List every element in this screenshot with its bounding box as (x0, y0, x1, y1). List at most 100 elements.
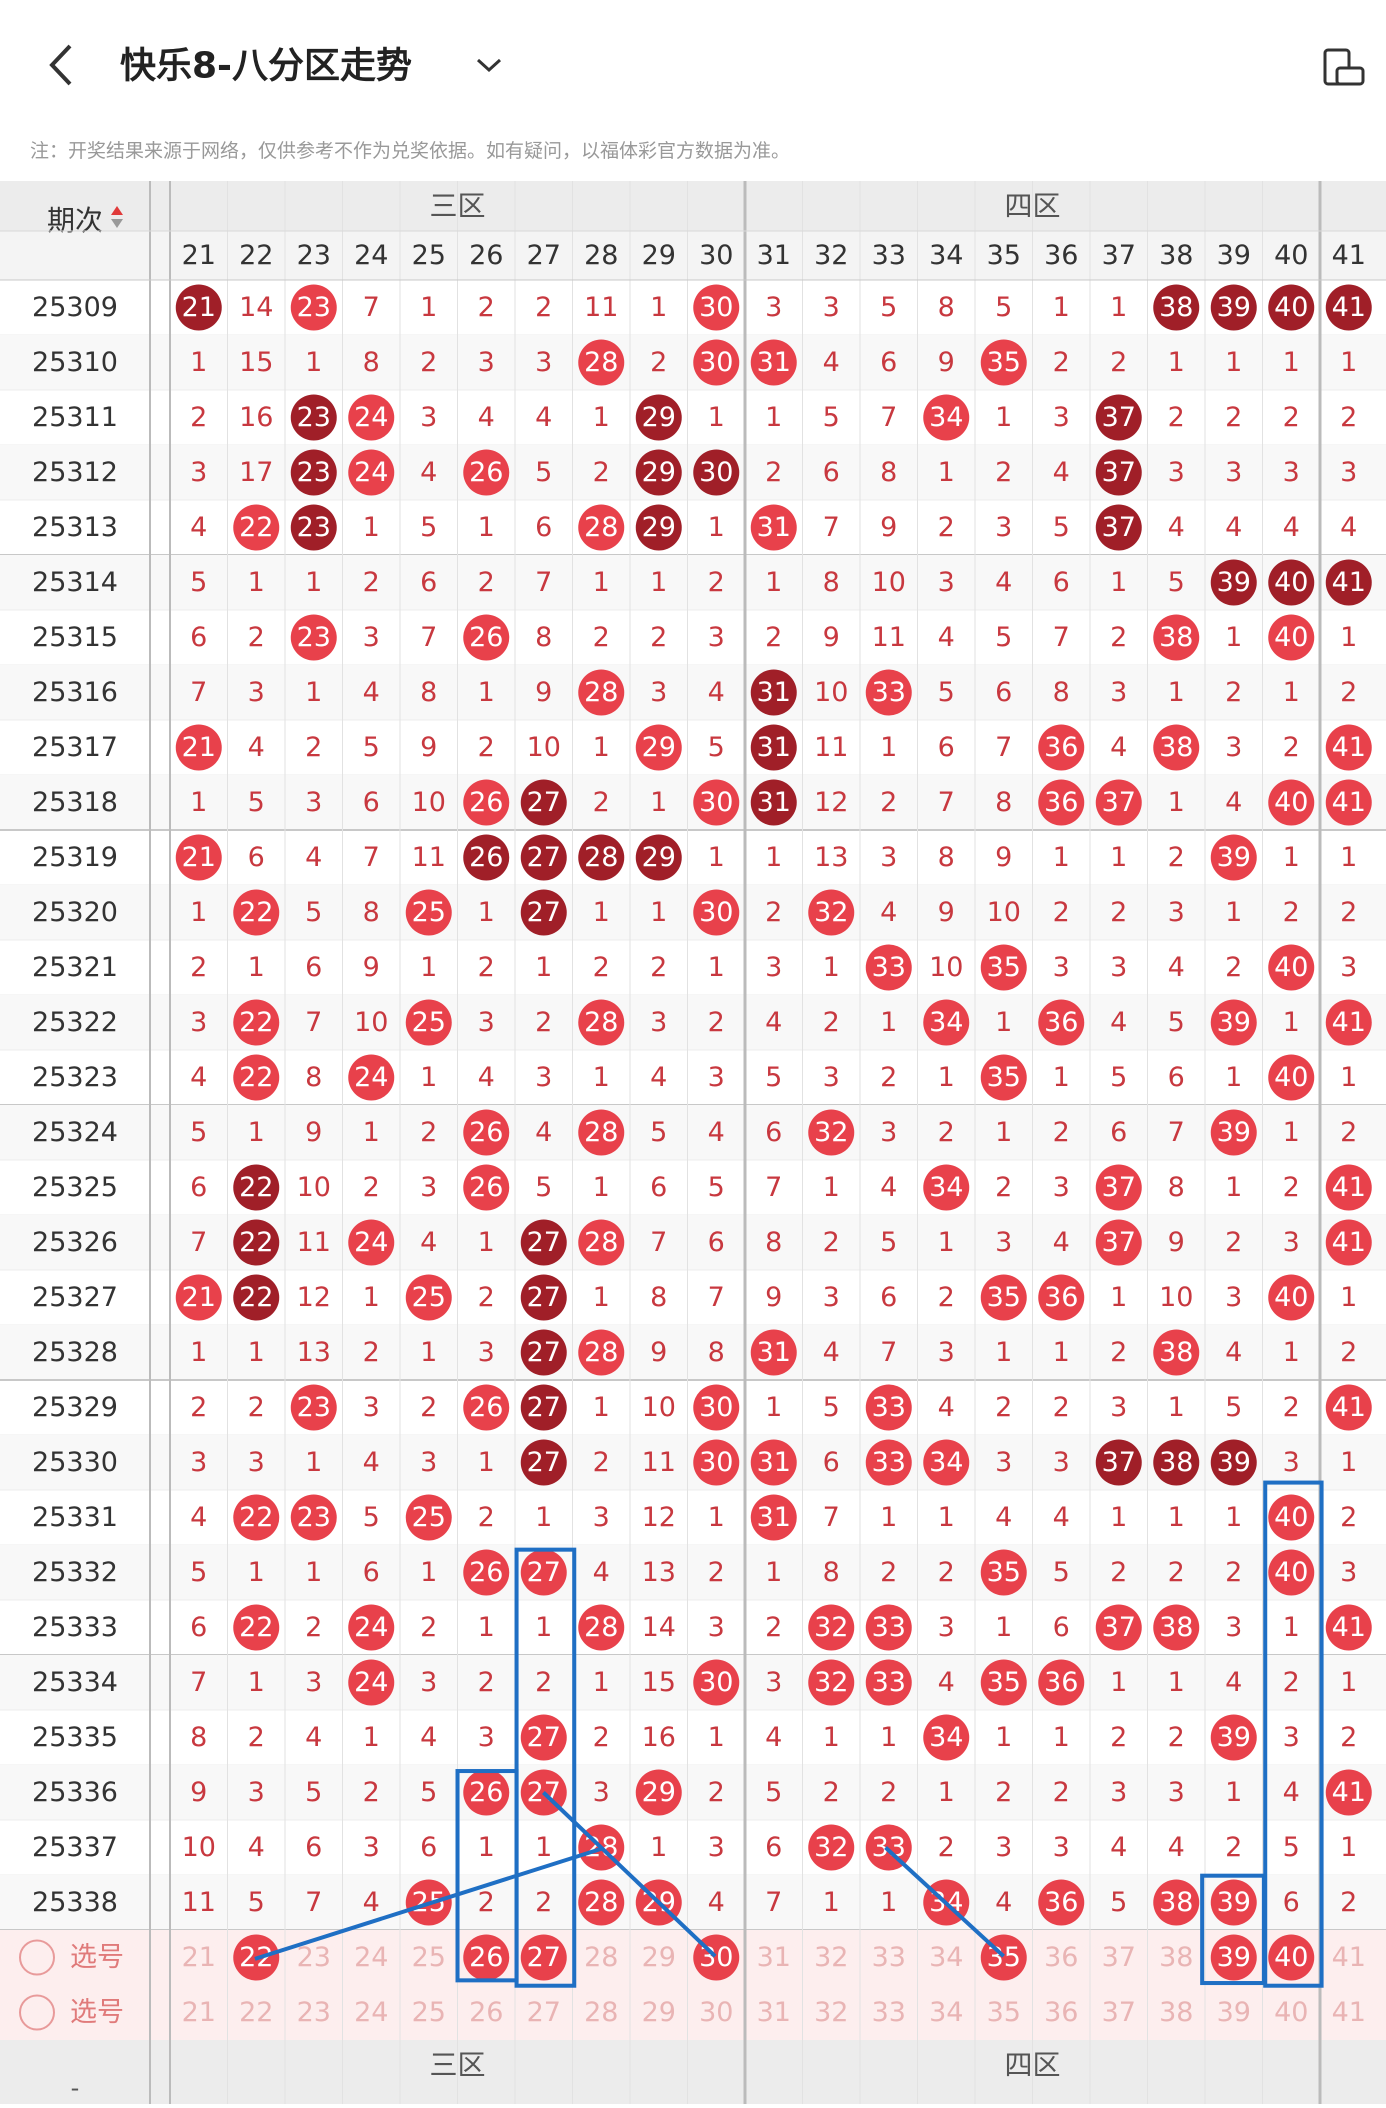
miss-count: 2 (823, 1777, 840, 1808)
period-header: 期次 (47, 204, 103, 237)
miss-count: 3 (938, 567, 955, 598)
miss-count: 12 (297, 1282, 331, 1313)
pick-number[interactable]: 39 (1217, 1997, 1251, 2028)
row-band (0, 445, 1386, 500)
pick-number[interactable]: 32 (814, 1942, 848, 1973)
period: 25319 (32, 842, 118, 873)
pick-number[interactable]: 25 (412, 1997, 446, 2028)
rotate-icon[interactable] (1323, 48, 1365, 86)
period: 25310 (32, 347, 118, 378)
ball-number: 23 (297, 622, 331, 653)
miss-count: 7 (995, 732, 1012, 763)
pick-number[interactable]: 25 (412, 1942, 446, 1973)
pick-number[interactable]: 36 (1044, 1997, 1078, 2028)
pick-number[interactable]: 31 (757, 1942, 791, 1973)
miss-count: 3 (1053, 1447, 1070, 1478)
pick-toggle[interactable] (19, 1994, 55, 2031)
pick-number[interactable]: 36 (1044, 1942, 1078, 1973)
ball-number: 26 (469, 1172, 503, 1203)
pick-number[interactable]: 37 (1102, 1942, 1136, 1973)
sort-up (111, 206, 123, 215)
title-dropdown[interactable] (476, 58, 502, 73)
pick-number[interactable]: 33 (872, 1942, 906, 1973)
pick-number[interactable]: 38 (1159, 1997, 1193, 2028)
miss-count: 5 (363, 1502, 380, 1533)
pick-number[interactable]: 21 (182, 1942, 216, 1973)
miss-count: 2 (248, 1392, 265, 1423)
ball-number: 40 (1274, 787, 1308, 818)
pick-number[interactable]: 26 (469, 1997, 503, 2028)
miss-count: 11 (642, 1447, 676, 1478)
miss-count: 1 (593, 1282, 610, 1313)
period: 25337 (32, 1832, 118, 1863)
pick-number[interactable]: 26 (469, 1942, 503, 1973)
ball (175, 724, 222, 771)
miss-count: 1 (593, 897, 610, 928)
miss-count: 16 (642, 1722, 676, 1753)
ball-number: 31 (757, 512, 791, 543)
pick-number[interactable]: 27 (527, 1942, 561, 1973)
miss-count: 1 (478, 897, 495, 928)
row-band (0, 995, 1386, 1050)
pick-number[interactable]: 31 (757, 1997, 791, 2028)
period: 25338 (32, 1887, 118, 1918)
pick-number[interactable]: 41 (1332, 1942, 1366, 1973)
miss-count: 2 (363, 1337, 380, 1368)
pick-number[interactable]: 38 (1159, 1942, 1193, 1973)
pick-number[interactable]: 30 (699, 1997, 733, 2028)
pick-number[interactable]: 39 (1217, 1942, 1251, 1973)
pick-number[interactable]: 28 (584, 1997, 618, 2028)
ball (693, 889, 740, 936)
pick-number[interactable]: 35 (987, 1997, 1021, 2028)
ball (750, 1439, 797, 1486)
miss-count: 2 (478, 732, 495, 763)
pick-number[interactable]: 40 (1274, 1942, 1308, 1973)
pick-number[interactable]: 32 (814, 1997, 848, 2028)
miss-count: 6 (420, 1832, 437, 1863)
miss-count: 10 (182, 1832, 216, 1863)
pick-number[interactable]: 34 (929, 1997, 963, 2028)
pick-number[interactable]: 23 (297, 1942, 331, 1973)
pick-number[interactable]: 28 (584, 1942, 618, 1973)
ball-number: 33 (872, 1392, 906, 1423)
miss-count: 1 (248, 1557, 265, 1588)
miss-count: 4 (1168, 1832, 1185, 1863)
pick-number[interactable]: 27 (527, 1997, 561, 2028)
miss-count: 1 (1283, 1612, 1300, 1643)
pick-number[interactable]: 29 (642, 1942, 676, 1973)
ball (750, 1329, 797, 1376)
back-button[interactable] (49, 44, 72, 86)
pick-number[interactable]: 34 (929, 1942, 963, 1973)
ball (578, 669, 625, 716)
pick-number[interactable]: 22 (239, 1997, 273, 2028)
pick-number[interactable]: 24 (354, 1997, 388, 2028)
pick-number[interactable]: 41 (1332, 1997, 1366, 2028)
pick-number[interactable]: 40 (1274, 1997, 1308, 2028)
miss-count: 1 (1340, 1667, 1357, 1698)
ball-number: 24 (354, 457, 388, 488)
pick-number[interactable]: 21 (182, 1997, 216, 2028)
ball-number: 26 (469, 1557, 503, 1588)
ball (578, 504, 625, 551)
miss-count: 2 (880, 1062, 897, 1093)
miss-count: 2 (248, 1722, 265, 1753)
note: 注：开奖结果来源于网络，仅供参考不作为兑奖依据。如有疑问，以福体彩官方数据为准。 (30, 140, 790, 162)
ball (865, 1384, 912, 1431)
miss-count: 2 (1110, 1722, 1127, 1753)
pick-number[interactable]: 23 (297, 1997, 331, 2028)
miss-count: 2 (708, 567, 725, 598)
miss-count: 3 (995, 512, 1012, 543)
miss-count: 2 (363, 567, 380, 598)
miss-count: 1 (305, 1447, 322, 1478)
pick-number[interactable]: 29 (642, 1997, 676, 2028)
ball-number: 41 (1332, 292, 1366, 323)
period: 25323 (32, 1062, 118, 1093)
ball-number: 34 (929, 1722, 963, 1753)
miss-count: 4 (478, 1062, 495, 1093)
pick-number[interactable]: 37 (1102, 1997, 1136, 2028)
pick-number[interactable]: 33 (872, 1997, 906, 2028)
pick-toggle[interactable] (19, 1939, 55, 1976)
miss-count: 2 (535, 1667, 552, 1698)
pick-number[interactable]: 24 (354, 1942, 388, 1973)
miss-count: 2 (1168, 402, 1185, 433)
